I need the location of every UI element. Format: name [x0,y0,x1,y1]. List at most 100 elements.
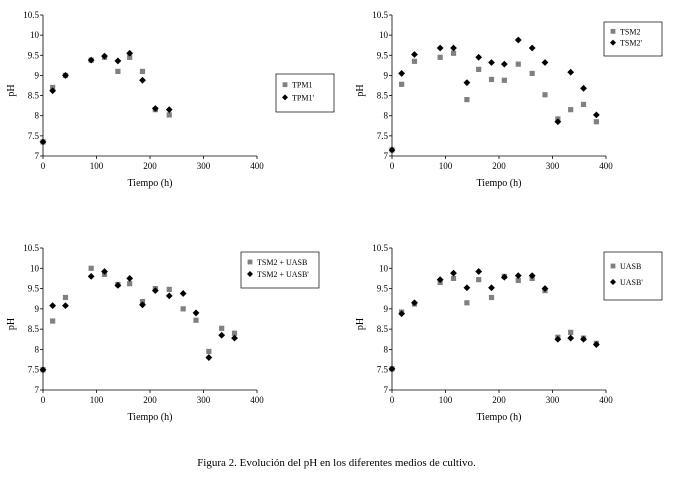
chart-2-y-tick-label-1: 7.5 [28,365,40,375]
chart-2-series-1-point-14 [231,334,238,342]
chart-1-series-1-point-2 [411,51,418,58]
chart-0-legend-label-0: TPM1 [292,81,312,90]
chart-2-x-tick-label-4: 400 [250,395,264,405]
chart-3-series-1-point-13 [567,334,575,342]
chart-3-x-axis-title: Tiempo (h) [477,412,522,423]
chart-3-series-1-point-10 [528,272,536,279]
chart-1-legend-label-0: TSM2 [620,27,640,36]
chart-1-series-1-point-1 [398,70,406,77]
chart-0-series-1-point-1 [49,87,57,95]
chart-1-series-1-point-15 [592,111,600,119]
chart-3-legend-marker-0 [610,263,616,269]
chart-0-y-tick-label-3: 8.5 [28,91,40,101]
chart-3-series-1-point-2 [411,299,418,307]
chart-3-series-1-point-7 [488,284,495,292]
chart-2-x-tick-label-3: 300 [197,395,211,405]
chart-2-series-0-point-13 [219,325,225,331]
chart-0-series-1-point-0 [39,138,47,146]
chart-0-x-tick-label-1: 100 [90,161,104,171]
chart-2-y-tick-label-4: 9 [35,304,40,314]
chart-1-series-1-point-3 [436,44,444,52]
chart-2-series-1-point-3 [87,273,95,280]
chart-2-series-1-point-7 [139,301,146,309]
chart-0-legend-marker-1 [282,94,288,101]
chart-0-x-tick-label-3: 300 [197,161,211,171]
chart-0-series-0-point-6 [127,54,133,60]
chart-2-series-1-point-10 [179,290,187,297]
chart-1-series-0-point-11 [542,92,548,98]
chart-3-series-1-point-5 [463,284,471,292]
chart-1-x-tick-label-2: 200 [492,161,506,171]
chart-2-series-1-point-1 [49,302,57,310]
chart-1-series-1-point-13 [567,68,575,76]
chart-panel-3: 7 7.5 8 8.5 9 9.5 10 10.5 0 100 200 300 400 Tiempo (h… [355,243,663,423]
chart-panel-1: 7 7.5 8 8.5 9 9.5 10 10.5 0 100 200 300 400 Tiempo (h… [355,10,663,189]
chart-0-series-1-point-3 [87,56,95,64]
chart-2-series-0-point-6 [127,281,133,287]
chart-1-x-tick-label-1: 100 [439,161,453,171]
chart-1-series-0-point-2 [411,58,418,64]
chart-2-y-tick-label-6: 10 [30,263,40,273]
chart-1-series-0-point-8 [501,77,507,83]
chart-0-y-tick-label-7: 10.5 [23,10,39,20]
chart-2-series-1-point-0 [39,366,47,374]
chart-1-x-tick-label-0: 0 [390,161,395,171]
chart-1-y-tick-label-0: 7 [384,151,389,161]
chart-3-x-tick-label-1: 100 [439,395,453,405]
chart-1-series-1-point-0 [388,146,396,154]
chart-1-legend-marker-1 [610,39,616,46]
chart-3-legend-marker-1 [610,279,616,285]
chart-3-series-1-point-6 [475,268,483,275]
chart-0-y-tick-label-4: 9 [35,70,40,80]
chart-1-series-0-point-15 [593,119,599,125]
chart-2-legend-label-1: TSM2 + UASB' [257,270,309,279]
chart-2-series-1-point-4 [101,268,108,275]
chart-3-y-tick-label-0: 7 [384,385,389,395]
chart-3-series-0-point-4 [450,275,457,282]
chart-3-y-tick-label-2: 8 [384,344,389,354]
chart-2-y-tick-label-7: 10.5 [23,243,39,253]
chart-1-x-tick-label-4: 400 [599,161,613,171]
chart-2-y-tick-label-0: 7 [35,385,40,395]
chart-1-legend-marker-0 [610,28,616,34]
chart-0-series-1-point-6 [126,49,134,57]
chart-0-series-0-point-9 [166,112,172,118]
chart-0-x-tick-label-2: 200 [143,161,157,171]
chart-1-series-1-point-12 [554,118,562,126]
chart-3-y-tick-label-1: 7.5 [377,365,389,375]
chart-2-legend-marker-1 [247,271,253,277]
chart-panel-0: 7 7.5 8 8.5 9 9.5 10 10.5 0 100 200 300 400 Tiempo (h… [6,10,335,189]
chart-0-y-tick-label-6: 10 [30,30,40,40]
chart-3-x-tick-label-4: 400 [599,395,613,405]
chart-3-series-0-point-6 [476,277,482,283]
chart-0-y-tick-label-2: 8 [35,111,40,121]
chart-3-series-1-point-8 [500,273,508,281]
chart-3-x-tick-label-3: 300 [546,395,560,405]
chart-3-series-1-point-3 [436,276,444,284]
chart-0-y-tick-label-0: 7 [35,151,40,161]
chart-0-series-0-point-5 [115,68,121,74]
chart-1-x-tick-label-3: 300 [546,161,560,171]
chart-2-x-tick-label-1: 100 [90,395,104,405]
chart-1-series-0-point-9 [515,61,521,67]
chart-1-series-0-point-13 [568,107,574,113]
chart-2-series-0-point-12 [206,348,212,355]
chart-0-series-1-point-7 [139,76,146,84]
chart-3-series-1-point-4 [450,269,457,277]
chart-0-y-tick-label-1: 7.5 [28,131,40,141]
chart-1-series-1-point-4 [450,44,457,52]
chart-2-legend [240,251,320,289]
chart-2-series-0-point-10 [180,306,186,312]
chart-0-x-tick-label-0: 0 [41,161,46,171]
chart-1-y-tick-label-2: 8 [384,111,389,121]
chart-3-series-0-point-7 [488,294,495,301]
chart-1-y-tick-label-6: 10 [379,30,389,40]
chart-2-series-1-point-5 [114,281,122,289]
chart-0-y-tick-label-5: 9.5 [28,50,40,60]
chart-0-series-0-point-7 [139,68,146,74]
chart-3-series-1-point-12 [554,335,562,343]
chart-1-series-1-point-10 [528,44,536,52]
chart-2-series-1-point-8 [151,287,159,294]
chart-0-y-axis-title: pH [6,84,17,96]
